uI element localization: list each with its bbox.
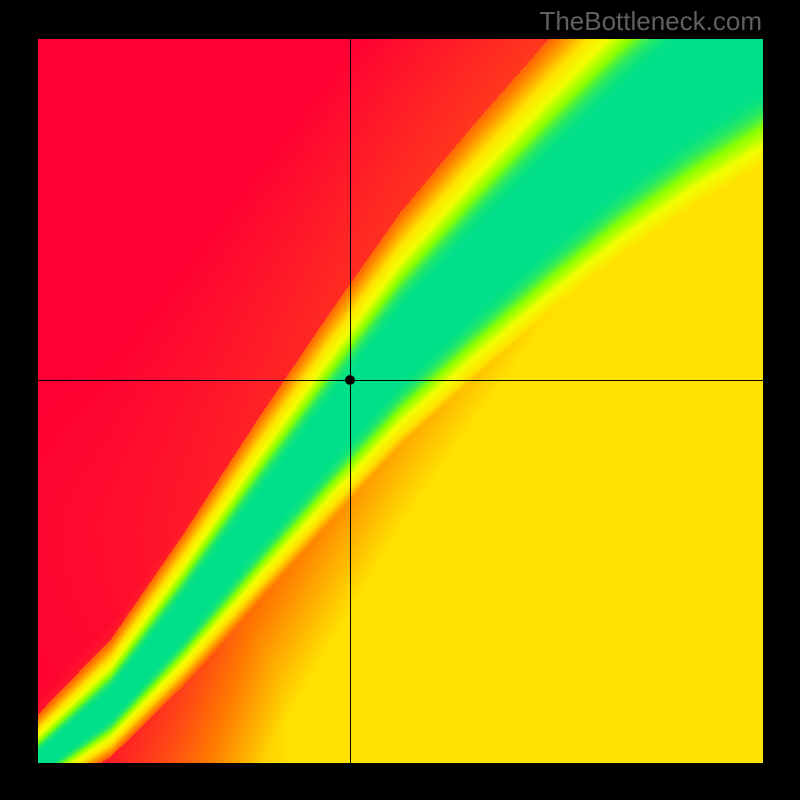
crosshair-vertical bbox=[350, 39, 351, 763]
crosshair-dot bbox=[345, 375, 355, 385]
plot-area bbox=[38, 39, 763, 763]
heatmap-canvas bbox=[38, 39, 763, 763]
chart-container: TheBottleneck.com bbox=[0, 0, 800, 800]
crosshair-horizontal bbox=[38, 380, 763, 381]
attribution-text: TheBottleneck.com bbox=[539, 6, 762, 37]
